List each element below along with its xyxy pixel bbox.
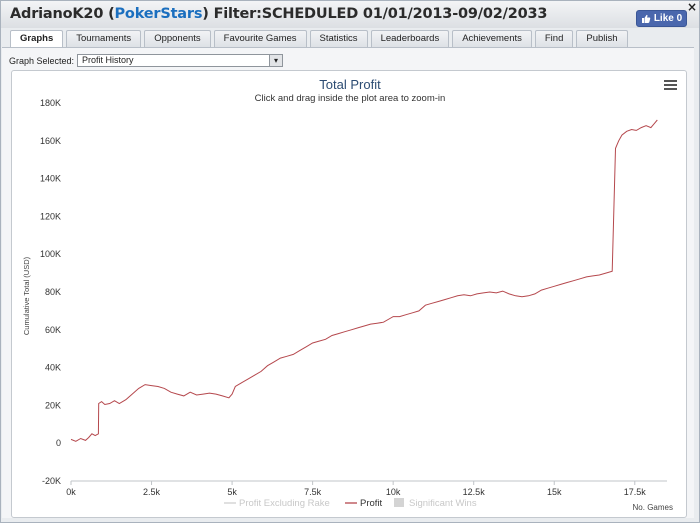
tab-achievements[interactable]: Achievements xyxy=(452,30,532,47)
tab-favourite-games[interactable]: Favourite Games xyxy=(213,30,307,47)
tab-bar: Graphs Tournaments Opponents Favourite Game… xyxy=(10,30,628,48)
like-label: Like 0 xyxy=(653,13,683,24)
chart-panel xyxy=(11,70,687,518)
tab-graphs[interactable]: Graphs xyxy=(10,30,64,48)
window-title: AdrianoK20 (PokerStars) Filter:SCHEDULED… xyxy=(10,6,548,22)
filter-text: Filter:SCHEDULED 01/01/2013-09/02/2033 xyxy=(213,6,548,22)
hamburger-menu-icon[interactable] xyxy=(664,80,677,91)
chevron-down-icon[interactable]: ▾ xyxy=(269,55,282,66)
close-button[interactable]: × xyxy=(687,0,698,14)
tab-tournaments[interactable]: Tournaments xyxy=(66,30,142,47)
tab-leaderboards[interactable]: Leaderboards xyxy=(370,30,450,47)
tab-opponents[interactable]: Opponents xyxy=(144,30,211,47)
player-name: AdrianoK20 xyxy=(10,6,104,22)
facebook-like-button[interactable]: Like 0 xyxy=(636,10,687,27)
tab-statistics[interactable]: Statistics xyxy=(309,30,368,47)
tab-publish[interactable]: Publish xyxy=(576,30,628,47)
thumbs-up-icon xyxy=(641,14,651,23)
graph-select-label: Graph Selected: xyxy=(9,56,75,66)
title-bar: AdrianoK20 (PokerStars) Filter:SCHEDULED… xyxy=(1,1,699,28)
site-link[interactable]: PokerStars xyxy=(114,6,203,22)
tab-find[interactable]: Find xyxy=(534,30,574,47)
graph-select-dropdown[interactable]: Profit History ▾ xyxy=(77,54,283,67)
graph-select-value: Profit History xyxy=(82,55,134,65)
